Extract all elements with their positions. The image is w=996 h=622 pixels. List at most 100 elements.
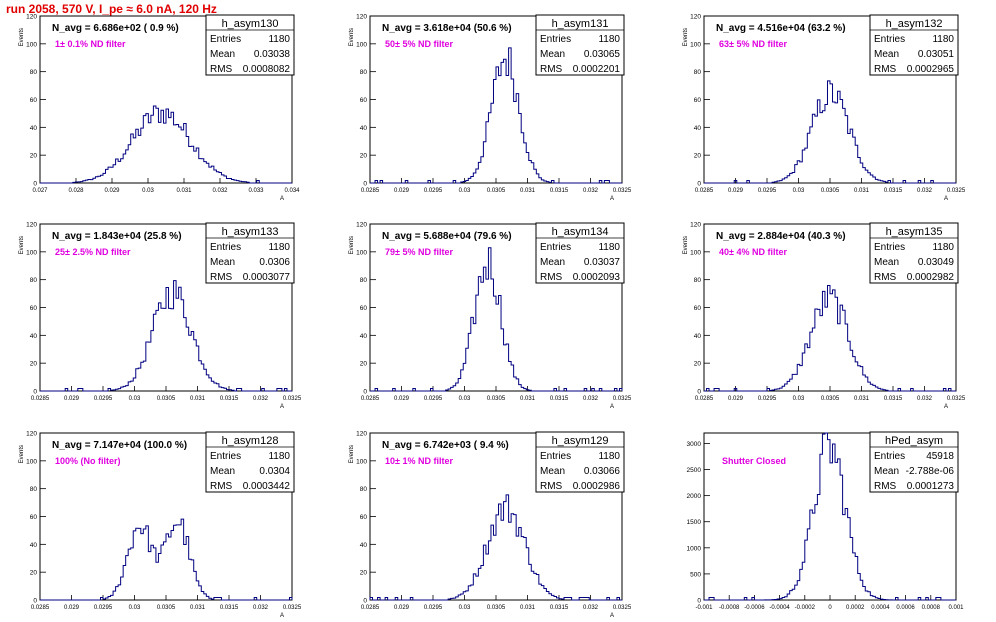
y-tick-label: 40 <box>694 333 702 340</box>
x-tick-label: 0.028 <box>68 188 84 194</box>
navg-label: N_avg = 2.884e+04 (40.3 %) <box>716 231 846 242</box>
histogram-panel-h_asym131: 0 20 40 60 80 100 120 0.0285 0.029 0.0295 0.03 0.03… <box>349 14 632 203</box>
y-axis-title: Events <box>19 236 25 254</box>
y-axis-title: Events <box>683 28 689 46</box>
stats-entries-value: 1180 <box>268 451 290 462</box>
x-tick-label: 0.0305 <box>487 605 506 611</box>
stats-entries-label: Entries <box>874 451 905 462</box>
x-tick-label: 0.0315 <box>550 188 569 194</box>
y-tick-label: 1500 <box>687 519 702 526</box>
x-axis-title: A <box>280 613 284 619</box>
stats-rms-label: RMS <box>874 272 897 283</box>
y-tick-label: 20 <box>30 361 38 368</box>
stats-entries-value: 1180 <box>932 242 954 253</box>
x-tick-label: 0.03 <box>459 188 471 194</box>
x-tick-label: -0.001 <box>695 605 713 611</box>
histogram-line <box>40 280 292 392</box>
y-axis-title: Events <box>683 236 689 254</box>
x-axis-title: A <box>610 613 614 619</box>
stats-entries-value: 1180 <box>598 242 620 253</box>
stats-title: h_asym133 <box>222 226 279 238</box>
y-tick-label: 60 <box>694 97 702 104</box>
histogram-panel-h_asym135: 0 20 40 60 80 100 120 0.0285 0.029 0.0295 0.03 0.03… <box>683 222 966 411</box>
navg-label: N_avg = 6.686e+02 ( 0.9 %) <box>52 23 179 34</box>
filter-label: 50± 5% ND filter <box>385 39 453 49</box>
stats-mean-value: 0.03066 <box>584 466 621 477</box>
stats-rms-value: 0.0008082 <box>243 64 291 75</box>
x-tick-label: 0.0315 <box>884 188 903 194</box>
x-tick-label: 0.0315 <box>550 605 569 611</box>
y-tick-label: 100 <box>356 41 367 48</box>
y-axis-title: Events <box>349 445 355 463</box>
x-tick-label: 0.0295 <box>758 188 777 194</box>
x-tick-label: 0.0315 <box>220 396 239 402</box>
x-tick-label: -0.0004 <box>769 605 790 611</box>
histogram-line <box>40 518 293 601</box>
y-tick-label: 0 <box>33 181 37 188</box>
x-tick-label: 0.0285 <box>695 396 714 402</box>
y-tick-label: 60 <box>694 305 702 312</box>
x-tick-label: 0.0295 <box>424 605 443 611</box>
x-axis-title: A <box>280 404 284 410</box>
x-tick-label: 0.0325 <box>947 188 966 194</box>
stats-box <box>535 14 625 76</box>
y-tick-label: 0 <box>697 389 701 396</box>
x-tick-label: 0.032 <box>917 396 933 402</box>
y-tick-label: 80 <box>30 69 38 76</box>
stats-mean-value: -2.788e-06 <box>906 466 955 477</box>
x-tick-label: 0.0285 <box>361 605 380 611</box>
stats-mean-label: Mean <box>874 466 899 477</box>
y-tick-label: 60 <box>30 97 38 104</box>
stats-mean-label: Mean <box>540 257 565 268</box>
stats-entries-label: Entries <box>874 34 905 45</box>
x-tick-label: 0.029 <box>104 188 120 194</box>
y-tick-label: 500 <box>690 571 701 578</box>
stats-title: h_asym128 <box>222 435 279 447</box>
filter-label: 1± 0.1% ND filter <box>55 39 126 49</box>
stats-title: h_asym130 <box>222 18 279 30</box>
y-tick-label: 0 <box>697 598 701 605</box>
x-tick-label: 0.0295 <box>94 396 113 402</box>
y-tick-label: 40 <box>694 125 702 132</box>
stats-mean-label: Mean <box>874 257 899 268</box>
x-axis-title: A <box>610 196 614 202</box>
y-tick-label: 60 <box>30 514 38 521</box>
stats-mean-value: 0.03051 <box>918 49 955 60</box>
x-tick-label: 0.0325 <box>283 396 302 402</box>
stats-mean-value: 0.0304 <box>259 466 290 477</box>
y-tick-label: 60 <box>360 514 368 521</box>
x-tick-label: 0.0008 <box>922 605 941 611</box>
histogram-line <box>704 432 956 601</box>
x-tick-label: 0.032 <box>253 396 269 402</box>
x-tick-label: 0.031 <box>190 605 206 611</box>
stats-title: h_asym135 <box>886 226 943 238</box>
stats-entries-value: 1180 <box>268 34 290 45</box>
filter-label: Shutter Closed <box>722 456 786 466</box>
filter-label: 63± 5% ND filter <box>719 39 787 49</box>
y-tick-label: 100 <box>356 249 367 256</box>
y-tick-label: 20 <box>360 361 368 368</box>
x-tick-label: 0.033 <box>248 188 264 194</box>
x-tick-label: 0.0285 <box>31 605 50 611</box>
x-tick-label: 0.0004 <box>871 605 890 611</box>
x-tick-label: 0.0305 <box>487 396 506 402</box>
histogram-panel-h_asym130: 0 20 40 60 80 100 120 0.027 0.028 0.029 0.03 0.031 0… <box>19 14 300 203</box>
y-tick-label: 80 <box>694 277 702 284</box>
stats-mean-value: 0.03038 <box>254 49 291 60</box>
stats-mean-label: Mean <box>540 49 565 60</box>
y-tick-label: 40 <box>360 333 368 340</box>
x-tick-label: 0 <box>828 605 832 611</box>
stats-mean-label: Mean <box>874 49 899 60</box>
y-tick-label: 0 <box>697 181 701 188</box>
y-axis-title: Events <box>349 28 355 46</box>
y-tick-label: 20 <box>694 361 702 368</box>
y-tick-label: 80 <box>694 69 702 76</box>
y-tick-label: 100 <box>26 41 37 48</box>
y-tick-label: 40 <box>30 125 38 132</box>
x-tick-label: 0.03 <box>129 396 141 402</box>
x-axis-title: A <box>944 196 948 202</box>
x-tick-label: 0.027 <box>32 188 48 194</box>
stats-entries-value: 1180 <box>598 34 620 45</box>
stats-entries-value: 1180 <box>268 242 290 253</box>
stats-entries-value: 1180 <box>598 451 620 462</box>
